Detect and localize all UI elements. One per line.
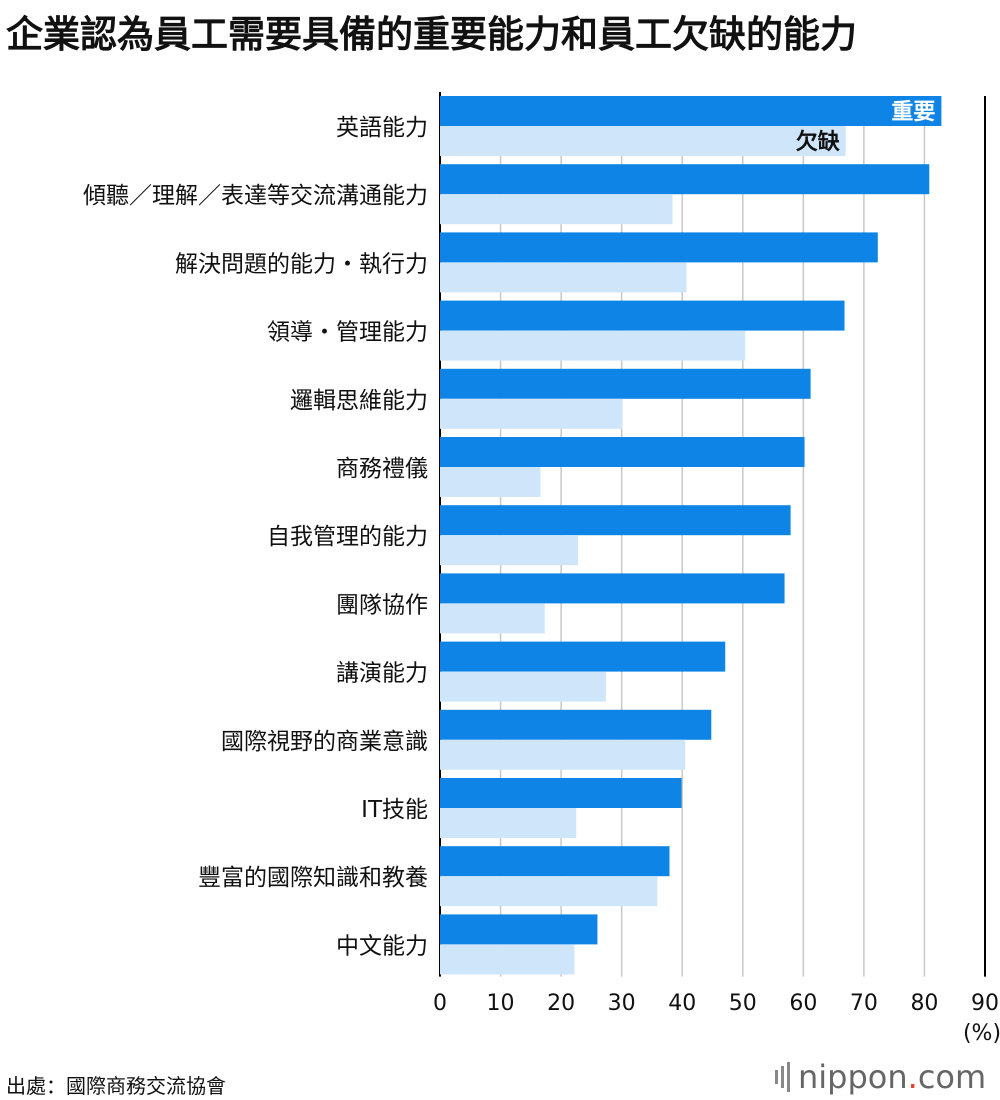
- x-tick-label: 20: [547, 991, 575, 1016]
- series-label-important: 重要: [891, 100, 935, 125]
- x-tick-label: 10: [487, 991, 515, 1016]
- bar-lacking: [440, 808, 577, 838]
- chart-title: 企業認為員工需要具備的重要能力和員工欠缺的能力: [6, 13, 857, 56]
- bars: [440, 96, 942, 975]
- bar-lacking: [440, 739, 686, 770]
- x-tick-label: 30: [608, 991, 636, 1016]
- logo-bars-icon: [775, 1062, 790, 1092]
- category-label: 傾聽／理解／表達等交流溝通能力: [83, 183, 428, 209]
- bar-important: [440, 232, 878, 263]
- category-label: 團隊協作: [336, 592, 428, 618]
- bar-lacking: [440, 535, 579, 566]
- x-tick-label: 0: [433, 991, 447, 1016]
- bar-important: [440, 846, 670, 877]
- x-tick-label: 40: [668, 991, 696, 1016]
- logo-name: nippon: [798, 1058, 908, 1096]
- bar-lacking: [440, 194, 673, 225]
- x-tick-labels: 0 10 20 30 40 50 60 70 80 90: [433, 991, 999, 1016]
- bar-important: [440, 573, 785, 604]
- series-label-lacking: 欠缺: [796, 129, 841, 155]
- logo-dot: .: [907, 1058, 918, 1096]
- bar-important: [440, 914, 598, 945]
- bar-important: [440, 641, 726, 672]
- category-label: 講演能力: [336, 661, 428, 687]
- bar-lacking: [440, 398, 623, 429]
- x-tick-label: 80: [910, 991, 938, 1016]
- category-label: 中文能力: [336, 933, 428, 959]
- bar-important: [440, 300, 845, 331]
- nippon-logo: nippon. com: [775, 1058, 986, 1096]
- category-label: 邏輯思維能力: [290, 388, 428, 414]
- bar-lacking: [440, 467, 541, 497]
- category-label: 商務禮儀: [336, 456, 428, 482]
- bar-important: [440, 164, 930, 195]
- logo-suffix: com: [917, 1058, 987, 1096]
- bar-important: [440, 505, 791, 536]
- x-tick-label: 70: [850, 991, 878, 1016]
- category-label: 領導・管理能力: [267, 320, 428, 346]
- category-label: 國際視野的商業意識: [221, 729, 428, 755]
- bar-important: [440, 437, 805, 467]
- category-label: 豐富的國際知識和教養: [198, 865, 428, 891]
- category-label: IT技能: [361, 797, 428, 823]
- bar-important: [440, 96, 942, 126]
- bar-lacking: [440, 126, 846, 156]
- bar-chart: 英語能力傾聽／理解／表達等交流溝通能力解決問題的能力・執行力領導・管理能力邏輯思…: [83, 92, 1000, 1046]
- source-note: 出處：國際商務交流協會: [6, 1074, 226, 1098]
- x-tick-label: 60: [789, 991, 817, 1016]
- bar-lacking: [440, 603, 545, 634]
- category-label: 自我管理的能力: [267, 524, 428, 550]
- bar-lacking: [440, 330, 746, 361]
- category-label: 英語能力: [336, 115, 428, 141]
- x-tick-label: 90: [971, 991, 999, 1016]
- bar-lacking: [440, 876, 658, 907]
- category-labels: 英語能力傾聽／理解／表達等交流溝通能力解決問題的能力・執行力領導・管理能力邏輯思…: [83, 115, 428, 959]
- x-axis-unit: (%): [963, 1021, 1000, 1046]
- x-tick-label: 50: [729, 991, 757, 1016]
- bar-lacking: [440, 262, 687, 293]
- bar-important: [440, 709, 712, 740]
- bar-important: [440, 368, 811, 399]
- bar-lacking: [440, 671, 606, 702]
- category-label: 解決問題的能力・執行力: [175, 251, 428, 277]
- bar-important: [440, 778, 682, 808]
- bar-lacking: [440, 944, 575, 975]
